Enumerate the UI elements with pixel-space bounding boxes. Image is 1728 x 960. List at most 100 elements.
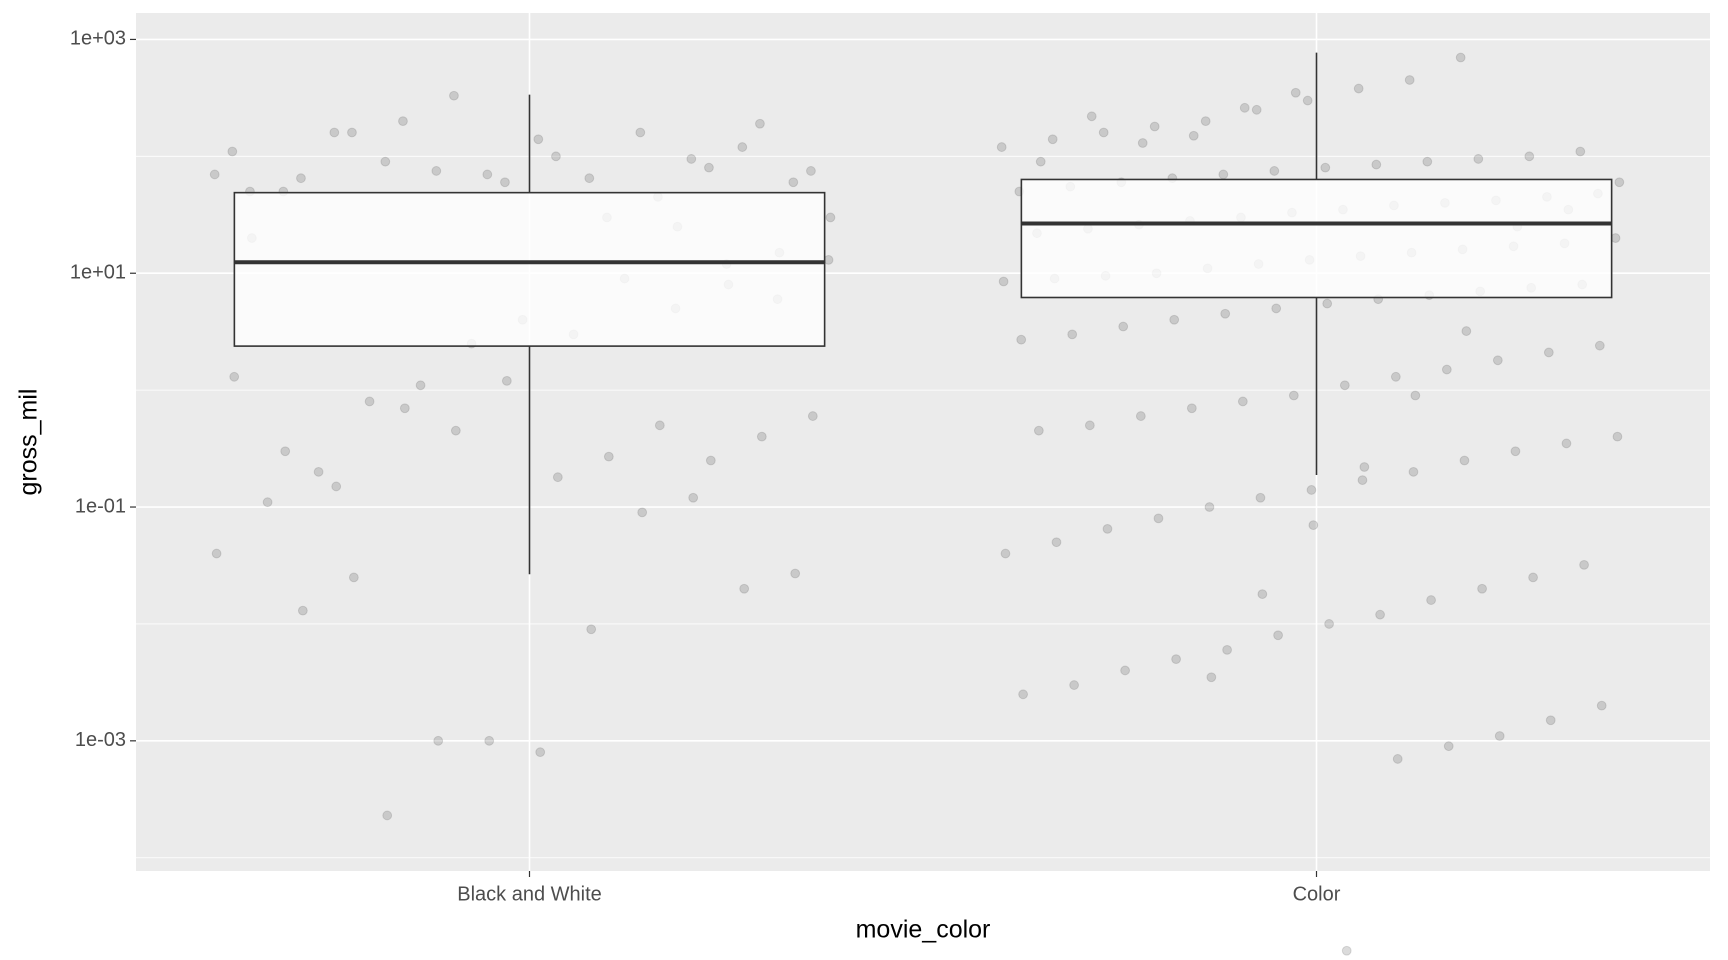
x-tick-label: Black and White (457, 883, 602, 905)
point (1612, 431, 1623, 442)
box (233, 191, 826, 347)
x-axis-title: movie_color (856, 916, 991, 944)
point (1575, 146, 1586, 157)
point (1371, 159, 1382, 170)
point (686, 154, 697, 164)
point (807, 411, 818, 421)
point (1084, 420, 1095, 431)
box (1020, 178, 1613, 299)
point (1271, 303, 1282, 314)
point (737, 142, 748, 152)
point (1290, 87, 1301, 98)
point (382, 810, 393, 821)
point (825, 212, 836, 223)
point (996, 142, 1007, 152)
point (1102, 524, 1113, 534)
point (788, 177, 799, 188)
point (296, 173, 306, 184)
point (1610, 233, 1621, 243)
point (1341, 945, 1352, 956)
point (1000, 548, 1011, 559)
point (1016, 334, 1027, 345)
point (229, 371, 240, 382)
point (1069, 680, 1080, 690)
point (313, 466, 324, 477)
point (1239, 102, 1250, 113)
point (1320, 162, 1331, 173)
point (603, 451, 614, 462)
point (1051, 537, 1062, 548)
point (1135, 411, 1146, 421)
point (1067, 329, 1078, 340)
point (551, 151, 561, 162)
point (1614, 177, 1625, 188)
point (1137, 138, 1148, 148)
point (449, 90, 459, 101)
point (654, 420, 665, 431)
point (297, 605, 308, 616)
point (1255, 492, 1266, 503)
point (756, 431, 767, 442)
point (739, 583, 750, 594)
panel (136, 13, 1710, 871)
point (1473, 154, 1484, 164)
point (1308, 520, 1319, 531)
point (1149, 121, 1160, 132)
point (1545, 715, 1556, 726)
point (364, 396, 375, 407)
point (637, 507, 648, 518)
point (586, 624, 597, 635)
point (584, 173, 595, 184)
point (1477, 583, 1487, 594)
point (1322, 298, 1333, 309)
point (1324, 619, 1334, 629)
point (1188, 130, 1199, 141)
point (347, 127, 357, 138)
point (1306, 485, 1317, 495)
point (1353, 83, 1364, 94)
point (1410, 390, 1421, 401)
point (1528, 572, 1538, 583)
point (1120, 665, 1131, 676)
point (1257, 589, 1268, 599)
point (1237, 396, 1248, 407)
point (227, 146, 238, 157)
point (998, 276, 1009, 287)
point (450, 425, 461, 436)
point (1269, 166, 1280, 176)
point (1443, 741, 1454, 752)
point (262, 497, 273, 508)
point (484, 735, 495, 746)
point (1153, 513, 1164, 524)
point (1218, 169, 1229, 180)
point (1561, 438, 1572, 449)
point (1392, 754, 1403, 764)
y-tick-label: 1e+01 (70, 262, 126, 284)
point (1359, 462, 1370, 472)
point (1251, 104, 1262, 115)
point (1206, 672, 1217, 683)
point (1220, 308, 1231, 319)
point (823, 255, 834, 265)
point (1169, 314, 1180, 325)
point (1426, 595, 1436, 605)
point (1543, 347, 1554, 358)
point (1524, 151, 1535, 162)
y-axis-title: gross_mil (15, 389, 43, 496)
point (755, 118, 765, 129)
point (1288, 390, 1299, 401)
point (500, 177, 510, 188)
point (280, 446, 291, 457)
point (1047, 134, 1058, 145)
point (1494, 731, 1505, 741)
point (1086, 111, 1097, 122)
point (1408, 466, 1419, 477)
x-tick-label: Color (1293, 883, 1341, 905)
y-tick-label: 1e-01 (75, 495, 126, 517)
point (1357, 475, 1368, 485)
point (535, 747, 546, 758)
point (635, 127, 646, 138)
point (1118, 321, 1129, 332)
point (1339, 380, 1350, 391)
